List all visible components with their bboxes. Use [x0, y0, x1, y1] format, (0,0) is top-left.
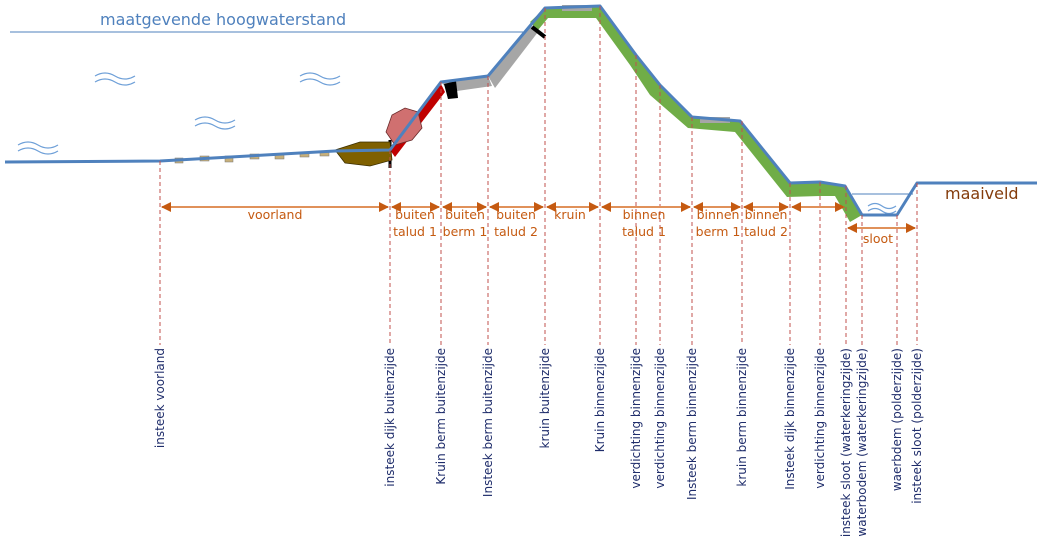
zone-label: binnen [697, 207, 740, 222]
toe-block [444, 81, 458, 99]
point-label: Insteek berm buitenzijde [481, 348, 495, 497]
point-label: kruin buitenzijde [538, 348, 552, 448]
arrowhead-icon [835, 202, 845, 212]
arrowhead-icon [534, 202, 544, 212]
gray-slope-layer [488, 25, 538, 88]
point-label: Kruin binnenzijde [593, 348, 607, 452]
arrowhead-icon [391, 202, 401, 212]
point-label: verdichting binnenzijde [813, 348, 827, 489]
water-level-label: maatgevende hoogwaterstand [100, 10, 346, 29]
wave-icon [94, 72, 136, 86]
rock-toe [334, 141, 393, 167]
wave-icon [194, 116, 236, 130]
point-label: verdichting binnenzijde [653, 348, 667, 489]
arrowhead-icon [681, 202, 691, 212]
arrowhead-icon [477, 202, 487, 212]
point-label: waterbodem (waterkeringzijde) [855, 348, 869, 537]
wave-icons [17, 72, 897, 215]
arrowhead-icon [589, 202, 599, 212]
point-label: Insteek berm binnenzijde [685, 348, 699, 500]
zone-label: buiten [496, 207, 536, 222]
zone-label: berm 1 [696, 224, 741, 239]
zone-label: talud 1 [622, 224, 666, 239]
point-label: insteek voorland [153, 348, 167, 448]
point-label: insteek sloot (waterkeringzijde) [839, 348, 853, 537]
point-label: insteek sloot (polderzijde) [910, 348, 924, 504]
zone-label: binnen [623, 207, 666, 222]
green-clay-layer [530, 6, 862, 222]
point-label: Kruin berm buitenzijde [434, 348, 448, 485]
wave-icon [17, 141, 59, 155]
zone-label: talud 2 [494, 224, 538, 239]
ground-label: maaiveld [945, 184, 1019, 203]
arrowhead-icon [430, 202, 440, 212]
point-label: kruin berm binnenzijde [735, 348, 749, 487]
arrowhead-icon [906, 223, 916, 233]
zone-label: buiten [395, 207, 435, 222]
zone-label-kruin: kruin [554, 207, 586, 222]
arrowhead-icon [791, 202, 801, 212]
arrowhead-icon [847, 223, 857, 233]
arrowhead-icon [731, 202, 741, 212]
arrowhead-icon [379, 202, 389, 212]
arrowhead-icon [161, 202, 171, 212]
arrowhead-icon [779, 202, 789, 212]
point-label: Insteek dijk binnenzijde [783, 348, 797, 490]
point-label: waerbdem (polderzijde) [890, 348, 904, 491]
zone-label: talud 2 [744, 224, 788, 239]
arrowhead-icon [601, 202, 611, 212]
point-label: insteek dijk buitenzijde [383, 348, 397, 487]
wave-icon [867, 202, 897, 215]
point-label: verdichting binnenzijde [629, 348, 643, 489]
zone-label: buiten [445, 207, 485, 222]
arrowhead-icon [442, 202, 452, 212]
zone-label-voorland: voorland [248, 207, 303, 222]
arrowhead-icon [743, 202, 753, 212]
arrowhead-icon [546, 202, 556, 212]
zone-label: berm 1 [443, 224, 488, 239]
arrowhead-icon [693, 202, 703, 212]
transition-marker [530, 25, 547, 39]
arrowhead-icon [489, 202, 499, 212]
zone-label: binnen [745, 207, 788, 222]
zone-label-sloot: sloot [863, 231, 893, 246]
wave-icon [299, 72, 341, 86]
zone-label: talud 1 [393, 224, 437, 239]
